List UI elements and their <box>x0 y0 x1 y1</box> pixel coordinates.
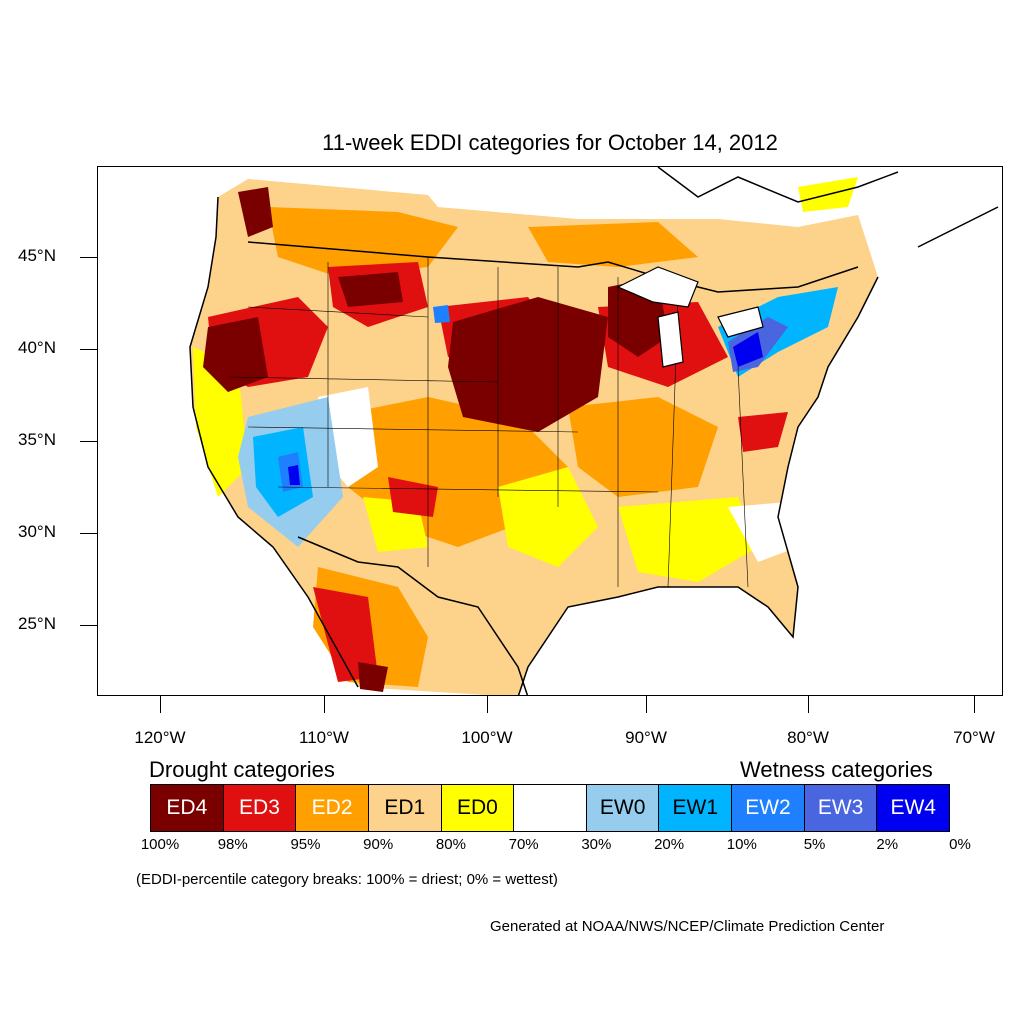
lon-label-90: 90°W <box>625 728 667 747</box>
legend-break-label: 30% <box>581 836 612 853</box>
legend-break-label: 0% <box>949 836 971 853</box>
lat-label-30: 30°N <box>18 522 56 541</box>
legend-box-ed1: ED1 <box>368 785 442 831</box>
great-lakes <box>616 266 764 368</box>
lat-tick <box>80 625 97 626</box>
coastline <box>189 196 359 688</box>
category-note: (EDDI-percentile category breaks: 100% =… <box>136 871 558 888</box>
ed4-region <box>358 662 388 692</box>
ew4-region <box>733 332 763 367</box>
legend-box-ew3: EW3 <box>804 785 878 831</box>
lat-label-40: 40°N <box>18 338 56 357</box>
ed4-region <box>338 272 403 307</box>
lat-label-45: 45°N <box>18 246 56 265</box>
ed2-region <box>528 222 698 267</box>
legend-box-ew1: EW1 <box>659 785 733 831</box>
legend-break-label: 70% <box>508 836 539 853</box>
lon-tick <box>808 696 809 713</box>
lon-tick <box>487 696 488 713</box>
ed4-region <box>238 187 273 237</box>
legend-box-ed3: ED3 <box>223 785 297 831</box>
lon-tick <box>974 696 975 713</box>
state-borders <box>227 257 749 588</box>
ed4-region <box>203 317 268 392</box>
lat-label-25: 25°N <box>18 614 56 633</box>
wetness-heading: Wetness categories <box>740 757 933 782</box>
legend-box-ed2: ED2 <box>296 785 369 831</box>
legend-box-ew0: EW0 <box>586 785 660 831</box>
legend-break-label: 10% <box>726 836 757 853</box>
lat-label-35: 35°N <box>18 430 56 449</box>
legend-box-ew4: EW4 <box>877 785 950 831</box>
canada-coast <box>657 167 999 248</box>
map-panel <box>97 166 1003 696</box>
coastline <box>517 276 879 695</box>
credit-line: Generated at NOAA/NWS/NCEP/Climate Predi… <box>490 918 885 935</box>
lon-tick <box>646 696 647 713</box>
lon-label-80: 80°W <box>787 728 829 747</box>
ed2-region <box>268 207 458 277</box>
lat-tick <box>80 441 97 442</box>
ew4-region <box>288 465 300 485</box>
ed3-region <box>313 587 378 682</box>
ed2-region <box>568 397 718 497</box>
legend-break-label: 5% <box>803 836 826 853</box>
legend-break-label: 98% <box>217 836 248 853</box>
ed3-region <box>388 477 438 517</box>
legend-box-normal <box>514 785 587 831</box>
legend-break-label: 2% <box>876 836 899 853</box>
ed3-region <box>738 412 788 452</box>
lon-tick <box>160 696 161 713</box>
ed4-region <box>448 297 608 432</box>
lon-tick <box>324 696 325 713</box>
near-normal-region <box>728 502 798 562</box>
ed0-region <box>498 467 598 567</box>
legend-break-label: 95% <box>290 836 321 853</box>
legend-colorbar: ED4 ED3 ED2 ED1 ED0 EW0 EW1 EW2 EW3 EW4 <box>150 784 950 832</box>
legend-box-ed0: ED0 <box>441 785 515 831</box>
lat-tick <box>80 257 97 258</box>
lon-label-70: 70°W <box>953 728 995 747</box>
legend-box-ew2: EW2 <box>732 785 805 831</box>
lat-tick <box>80 533 97 534</box>
national-border <box>247 241 859 293</box>
national-border <box>297 536 529 695</box>
lon-label-110: 110°W <box>299 728 349 747</box>
legend-break-label: 90% <box>363 836 394 853</box>
legend-break-label: 100% <box>140 836 180 853</box>
eddi-map <box>189 167 999 695</box>
map-title: 11-week EDDI categories for October 14, … <box>322 130 778 155</box>
lon-label-120: 120°W <box>134 728 186 747</box>
legend-break-label: 20% <box>654 836 685 853</box>
legend-box-ed4: ED4 <box>151 785 224 831</box>
lat-tick <box>80 349 97 350</box>
ed0-region <box>618 497 758 582</box>
drought-heading: Drought categories <box>149 757 335 782</box>
ew2-region <box>433 305 450 323</box>
lon-label-100: 100°W <box>461 728 513 747</box>
legend-break-label: 80% <box>435 836 466 853</box>
